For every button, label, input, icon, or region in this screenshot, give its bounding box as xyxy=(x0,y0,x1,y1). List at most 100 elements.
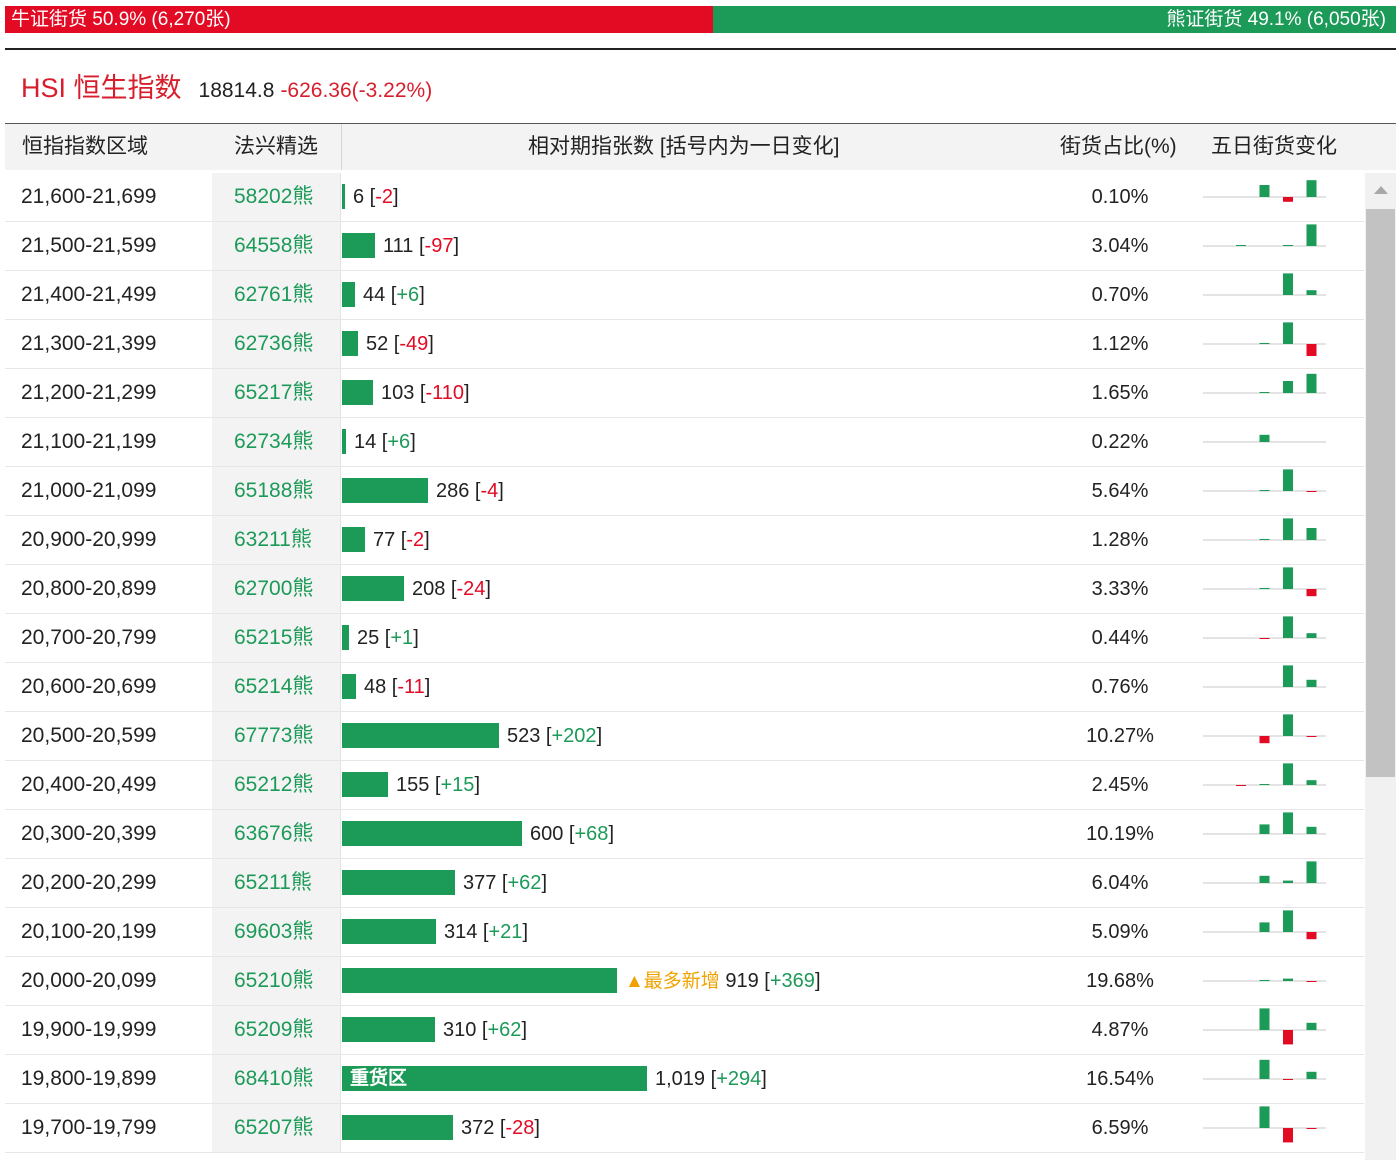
table-row[interactable]: 21,500-21,599 64558熊 111 [-97] 3.04% xyxy=(5,222,1364,271)
outstanding-pct: 0.44% xyxy=(1091,627,1149,649)
one-day-change: +294 xyxy=(716,1068,762,1090)
table-row[interactable]: 21,100-21,199 62734熊 14 [+6] 0.22% xyxy=(5,418,1364,467)
cbbc-code-link[interactable]: 65211熊 xyxy=(234,871,312,894)
cbbc-code-link[interactable]: 65217熊 xyxy=(234,381,314,404)
five-day-sparkline xyxy=(1198,1104,1340,1152)
sparkline-bar xyxy=(1306,180,1317,197)
five-day-sparkline xyxy=(1198,761,1340,809)
table-row[interactable]: 20,400-20,499 65212熊 155 [+15] 2.45% xyxy=(5,761,1364,810)
count-bar xyxy=(342,625,349,650)
table-row[interactable]: 21,400-21,499 62761熊 44 [+6] 0.70% xyxy=(5,271,1364,320)
table-row[interactable]: 21,300-21,399 62736熊 52 [-49] 1.12% xyxy=(5,320,1364,369)
top-divider xyxy=(5,48,1396,50)
count-bar xyxy=(342,282,355,307)
column-divider xyxy=(340,516,341,564)
sparkline-bar xyxy=(1306,491,1317,492)
cbbc-code-link[interactable]: 62734熊 xyxy=(234,430,314,453)
scroll-up-arrow-icon[interactable] xyxy=(1374,186,1388,194)
sparkline-bar xyxy=(1283,1079,1293,1080)
sparkline-bar xyxy=(1259,638,1270,639)
sparkline-bar xyxy=(1259,185,1270,197)
one-day-change: -49 xyxy=(399,333,429,355)
sparkline-bar xyxy=(1259,980,1270,981)
cbbc-code-link[interactable]: 63211熊 xyxy=(234,528,312,551)
code-cell xyxy=(212,1055,340,1103)
price-range: 19,900-19,999 xyxy=(21,1018,157,1041)
column-divider xyxy=(340,859,341,907)
cbbc-code-link[interactable]: 65212熊 xyxy=(234,773,314,796)
sparkline-bar xyxy=(1283,273,1293,295)
cbbc-code-link[interactable]: 58202熊 xyxy=(234,185,314,208)
table-row[interactable]: 21,200-21,299 65217熊 103 [-110] 1.65% xyxy=(5,369,1364,418)
table-row[interactable]: 19,800-19,899 68410熊 重货区 1,019 [+294] 16.54% xyxy=(5,1055,1364,1104)
price-range: 21,000-21,099 xyxy=(21,479,157,502)
cbbc-code-link[interactable]: 67773熊 xyxy=(234,724,314,747)
price-range: 19,800-19,899 xyxy=(21,1067,157,1090)
header-count: 相对期指张数 [括号内为一日变化] xyxy=(528,135,840,158)
five-day-sparkline xyxy=(1198,369,1340,417)
code-cell xyxy=(212,1006,340,1054)
table-row[interactable]: 20,000-20,099 65210熊 ▲最多新增 919 [+369] 19.68… xyxy=(5,957,1364,1006)
sparkline-bar xyxy=(1283,197,1293,202)
cbbc-code-link[interactable]: 65188熊 xyxy=(234,479,314,502)
table-row[interactable]: 19,900-19,999 65209熊 310 [+62] 4.87% xyxy=(5,1006,1364,1055)
index-name: HSI 恒生指数 xyxy=(21,73,182,103)
vertical-scrollbar[interactable] xyxy=(1365,173,1396,1160)
cbbc-code-link[interactable]: 65214熊 xyxy=(234,675,314,698)
cbbc-code-link[interactable]: 65209熊 xyxy=(234,1018,314,1041)
table-row[interactable]: 20,200-20,299 65211熊 377 [+62] 6.04% xyxy=(5,859,1364,908)
column-divider xyxy=(340,663,341,711)
sparkline-bar xyxy=(1306,1071,1317,1079)
index-price: 18814.8 xyxy=(198,79,275,102)
table-row[interactable]: 19,700-19,799 65207熊 372 [-28] 6.59% xyxy=(5,1104,1364,1153)
bull-bear-ratio-bar: 牛证街货 50.9% (6,270张) 熊证街货 49.1% (6,050张) xyxy=(5,6,1396,33)
count-bar xyxy=(342,772,388,797)
table-row[interactable]: 20,100-20,199 69603熊 314 [+21] 5.09% xyxy=(5,908,1364,957)
column-divider xyxy=(340,369,341,417)
column-divider xyxy=(340,1104,341,1152)
table-row[interactable]: 20,900-20,999 63211熊 77 [-2] 1.28% xyxy=(5,516,1364,565)
column-divider xyxy=(340,908,341,956)
table-row[interactable]: 21,600-21,699 58202熊 6 [-2] 0.10% xyxy=(5,173,1364,222)
cbbc-code-link[interactable]: 62700熊 xyxy=(234,577,314,600)
five-day-sparkline xyxy=(1198,859,1340,907)
column-divider xyxy=(340,1055,341,1103)
outstanding-pct: 3.33% xyxy=(1091,578,1149,600)
header-spark: 五日街货变化 xyxy=(1211,135,1337,158)
scrollbar-thumb[interactable] xyxy=(1366,209,1395,777)
outstanding-pct: 6.59% xyxy=(1091,1117,1149,1139)
sparkline-bar xyxy=(1259,784,1270,785)
sparkline-bar xyxy=(1283,880,1293,883)
table-row[interactable]: 20,800-20,899 62700熊 208 [-24] 3.33% xyxy=(5,565,1364,614)
header-code: 法兴精选 xyxy=(234,135,318,158)
cbbc-code-link[interactable]: 64558熊 xyxy=(234,234,314,257)
count-text: 77 [-2] xyxy=(373,529,430,551)
code-cell xyxy=(212,908,340,956)
code-cell xyxy=(212,222,340,270)
code-cell xyxy=(212,173,340,221)
outstanding-pct: 6.04% xyxy=(1091,872,1149,894)
cbbc-code-link[interactable]: 65210熊 xyxy=(234,969,314,992)
price-range: 21,500-21,599 xyxy=(21,234,157,257)
table-row[interactable]: 20,500-20,599 67773熊 523 [+202] 10.27% xyxy=(5,712,1364,761)
outstanding-pct: 0.22% xyxy=(1091,431,1149,453)
cbbc-code-link[interactable]: 62736熊 xyxy=(234,332,314,355)
count-value: 155 xyxy=(396,774,430,796)
count-text: 372 [-28] xyxy=(461,1117,540,1139)
count-text: 14 [+6] xyxy=(354,431,416,453)
table-row[interactable]: 20,300-20,399 63676熊 600 [+68] 10.19% xyxy=(5,810,1364,859)
column-divider xyxy=(340,712,341,760)
cbbc-code-link[interactable]: 63676熊 xyxy=(234,822,314,845)
table-row[interactable]: 20,600-20,699 65214熊 48 [-11] 0.76% xyxy=(5,663,1364,712)
heavy-zone-label: 重货区 xyxy=(350,1068,408,1089)
cbbc-code-link[interactable]: 68410熊 xyxy=(234,1067,314,1090)
table-row[interactable]: 21,000-21,099 65188熊 286 [-4] 5.64% xyxy=(5,467,1364,516)
cbbc-code-link[interactable]: 65207熊 xyxy=(234,1116,314,1139)
count-bar xyxy=(342,674,356,699)
cbbc-code-link[interactable]: 65215熊 xyxy=(234,626,314,649)
cbbc-code-link[interactable]: 62761熊 xyxy=(234,283,314,306)
outstanding-pct: 1.28% xyxy=(1091,529,1149,551)
count-text: 52 [-49] xyxy=(366,333,434,355)
table-row[interactable]: 20,700-20,799 65215熊 25 [+1] 0.44% xyxy=(5,614,1364,663)
cbbc-code-link[interactable]: 69603熊 xyxy=(234,920,314,943)
